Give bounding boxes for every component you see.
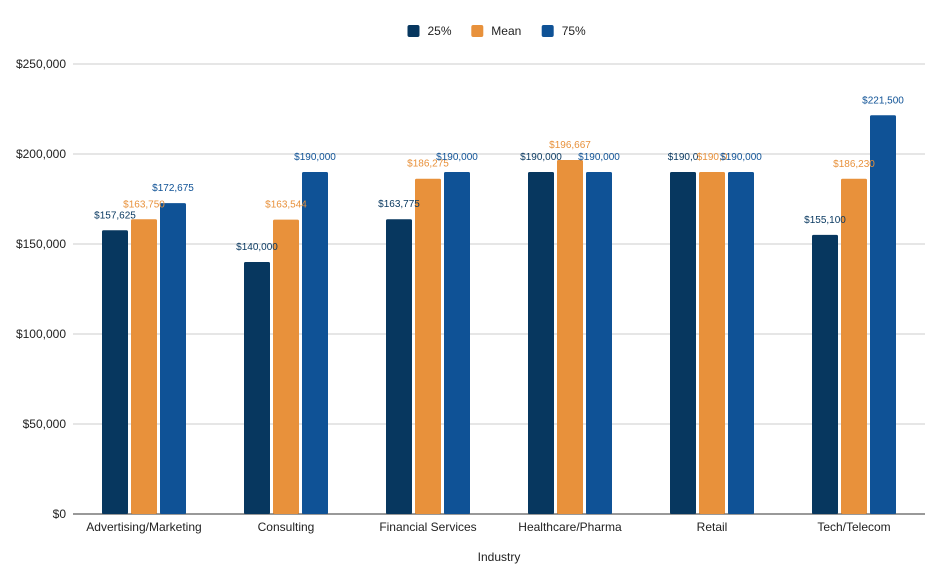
y-tick-label: $50,000 [23,417,67,431]
data-label: $190,0 [668,152,699,163]
y-axis: $0 $50,000 $100,000 $150,000 $200,000 $250,00… [16,57,66,521]
x-tick-label: Financial Services [379,520,476,534]
y-tick-label: $200,000 [16,147,66,161]
bar-75- [586,172,612,514]
data-label: $190,000 [436,152,478,163]
bar-25- [102,230,128,514]
data-label: $163,750 [123,199,165,210]
legend-label: 25% [428,24,452,38]
legend-swatch [471,25,484,37]
x-tick-label: Consulting [258,520,315,534]
data-label: $163,544 [265,200,307,211]
bar-75- [728,172,754,514]
data-label: $163,775 [378,199,420,210]
bar-25- [670,172,696,514]
gridlines [73,63,925,515]
data-label: $157,625 [94,210,136,221]
y-tick-label: $100,000 [16,327,66,341]
data-label: $140,000 [236,242,278,253]
data-label: $221,500 [862,95,904,106]
data-label: $155,100 [804,215,846,226]
bars [102,115,896,515]
bar-mean [131,219,157,514]
y-tick-label: $250,000 [16,57,66,71]
bar-25- [244,262,270,514]
bar-75- [302,172,328,514]
bar-25- [528,172,554,514]
y-tick-label: $150,000 [16,237,66,251]
bar-mean [273,219,299,515]
data-label: $196,667 [549,140,591,151]
x-axis: Advertising/Marketing Consulting Financial… [86,520,890,534]
bar-mean [841,178,867,514]
data-labels: $157,625$163,750 $172,675 $140,000 $163,544… [94,95,904,253]
bar-25- [812,234,838,514]
data-label: $190,0 [697,152,728,163]
legend: 25% Mean 75% [407,24,586,38]
legend-label: 75% [562,24,586,38]
bar-mean [415,178,441,514]
data-label: $190,000 [720,152,762,163]
data-label: $172,675 [152,183,194,194]
data-label: $190,000 [294,152,336,163]
bar-mean [557,159,583,515]
bar-mean [699,172,725,514]
data-label: $190,000 [578,152,620,163]
x-tick-label: Healthcare/Pharma [518,520,622,534]
legend-label: Mean [491,24,521,38]
x-tick-label: Tech/Telecom [817,520,890,534]
bar-75- [160,203,186,514]
data-label: $190,000 [520,152,562,163]
bar-75- [444,172,470,514]
x-tick-label: Retail [697,520,728,534]
y-tick-label: $0 [53,507,67,521]
x-axis-title: Industry [478,550,521,564]
bar-25- [386,219,412,514]
bar-75- [870,115,896,515]
x-tick-label: Advertising/Marketing [86,520,201,534]
legend-swatch [541,25,554,37]
data-label: $186,230 [833,159,875,170]
legend-swatch [407,25,420,37]
data-label: $186,275 [407,159,449,170]
